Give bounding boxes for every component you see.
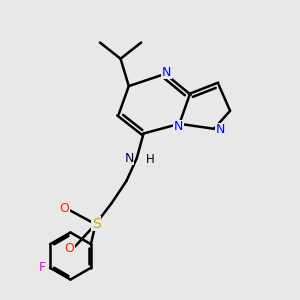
- Text: H: H: [146, 153, 155, 166]
- Text: N: N: [174, 120, 183, 133]
- Text: N: N: [124, 152, 134, 165]
- Text: O: O: [65, 242, 75, 254]
- Text: O: O: [60, 202, 70, 215]
- Text: F: F: [38, 261, 45, 274]
- Text: S: S: [92, 217, 100, 231]
- Text: N: N: [162, 66, 172, 79]
- Text: N: N: [216, 123, 225, 136]
